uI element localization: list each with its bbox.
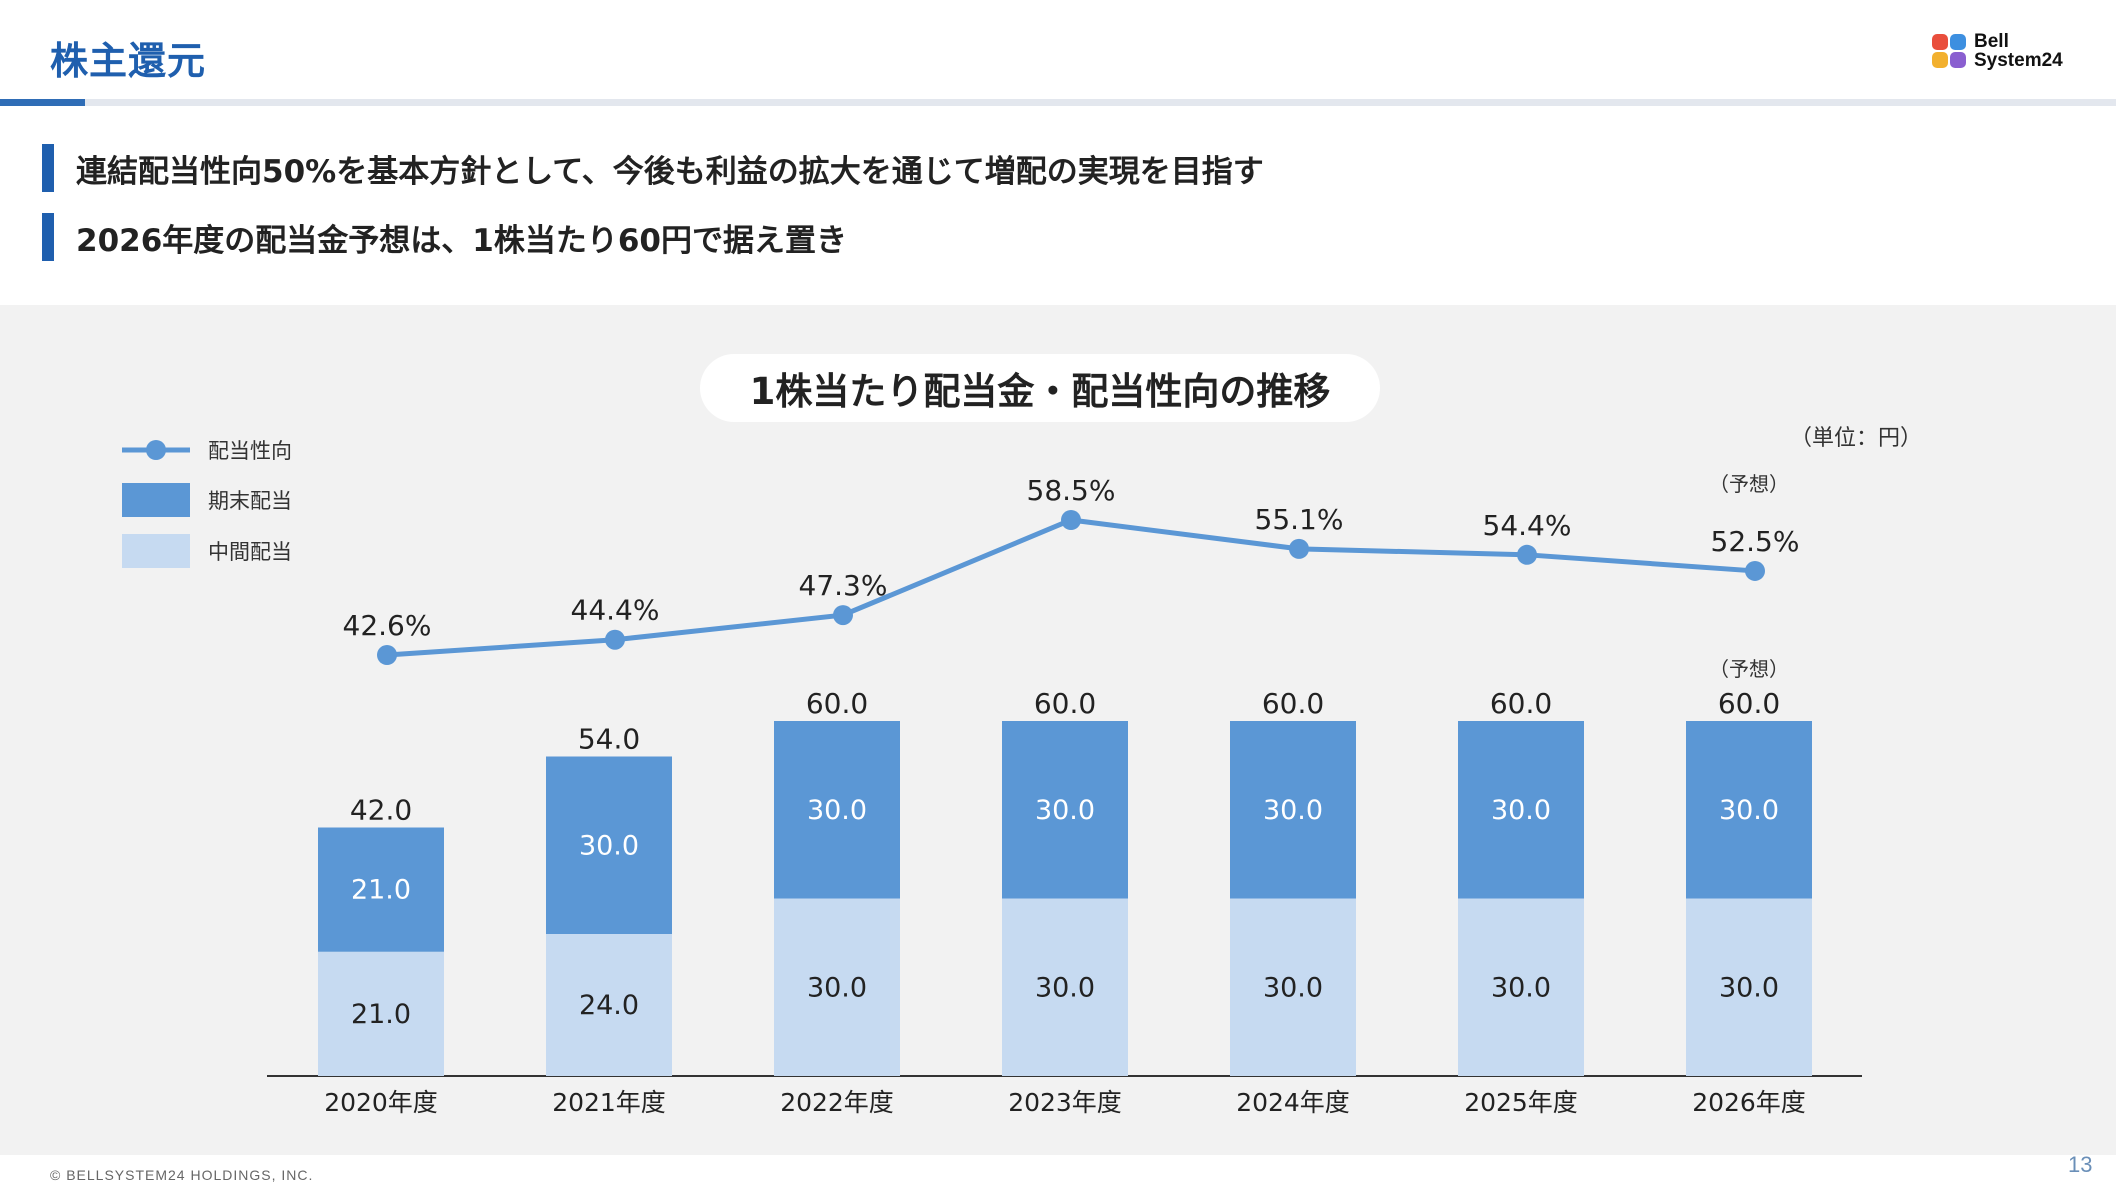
page-title: 株主還元 <box>50 39 207 83</box>
bullet-marker <box>42 144 54 192</box>
payout-ratio-point <box>833 605 853 626</box>
legend-swatch <box>122 534 190 568</box>
copyright: © BELLSYSTEM24 HOLDINGS, INC. <box>50 1167 314 1183</box>
payout-ratio-label: 55.1% <box>1255 503 1344 536</box>
bar-year-end <box>1686 721 1812 899</box>
legend-item-payout-ratio: 配当性向 <box>122 432 342 468</box>
bar-value-label: 24.0 <box>579 990 639 1021</box>
bar-value-label: 30.0 <box>1263 972 1323 1003</box>
bullet-text: 連結配当性向50%を基本方針として、今後も利益の拡大を通じて増配の実現を目指す <box>76 153 1264 190</box>
payout-ratio-label: 54.4% <box>1483 509 1572 542</box>
bullet-point-2: 2026年度の配当金予想は、1株当たり60円で据え置き <box>42 213 847 261</box>
bar-interim <box>546 934 672 1076</box>
logo-text-line2: System24 <box>1974 50 2063 71</box>
bar-interim <box>1002 898 1128 1076</box>
bar-year-end <box>546 756 672 934</box>
x-tick-label: 2021年度 <box>552 1088 666 1117</box>
payout-ratio-label: 52.5% <box>1711 525 1800 558</box>
bar-total-label: 60.0 <box>1490 687 1552 720</box>
bullet-point-1: 連結配当性向50%を基本方針として、今後も利益の拡大を通じて増配の実現を目指す <box>42 144 1264 192</box>
bar-year-end <box>1230 721 1356 899</box>
forecast-note: （予想） <box>1709 472 1789 496</box>
legend-item-year-end: 期末配当 <box>122 482 342 518</box>
payout-ratio-point <box>605 629 625 650</box>
x-tick-label: 2020年度 <box>324 1088 438 1117</box>
header-divider <box>0 99 2116 106</box>
bullet-text: 2026年度の配当金予想は、1株当たり60円で据え置き <box>76 222 847 259</box>
bar-year-end <box>1458 721 1584 899</box>
bar-value-label: 30.0 <box>1035 972 1095 1003</box>
legend-item-interim: 中間配当 <box>122 533 342 569</box>
bar-total-label: 60.0 <box>806 687 868 720</box>
bar-value-label: 30.0 <box>579 830 639 861</box>
bar-total-label: 54.0 <box>578 723 640 756</box>
payout-ratio-point <box>1517 544 1537 565</box>
legend-label: 期末配当 <box>208 489 292 513</box>
bar-value-label: 30.0 <box>807 795 867 826</box>
x-tick-label: 2022年度 <box>780 1088 894 1117</box>
bar-year-end <box>774 721 900 899</box>
line-marker-icon <box>122 440 190 460</box>
legend-label: 中間配当 <box>208 540 292 564</box>
bar-value-label: 21.0 <box>351 875 411 906</box>
payout-ratio-point <box>377 645 397 665</box>
payout-ratio-label: 58.5% <box>1027 474 1116 507</box>
company-logo: Bell System24 <box>1932 32 2072 72</box>
x-tick-label: 2023年度 <box>1008 1088 1122 1117</box>
bar-value-label: 30.0 <box>1719 972 1779 1003</box>
bar-total-label: 42.0 <box>350 794 412 827</box>
x-tick-label: 2025年度 <box>1464 1088 1578 1117</box>
bar-interim <box>1230 898 1356 1076</box>
forecast-note: （予想） <box>1709 657 1789 681</box>
bar-total-label: 60.0 <box>1718 687 1780 720</box>
bar-total-label: 60.0 <box>1262 687 1324 720</box>
logo-text: Bell System24 <box>1974 32 2063 70</box>
bar-interim <box>1686 898 1812 1076</box>
chart-title: 1株当たり配当金・配当性向の推移 <box>700 354 1380 422</box>
bar-value-label: 30.0 <box>1491 972 1551 1003</box>
bar-value-label: 30.0 <box>1491 795 1551 826</box>
payout-ratio-point <box>1061 510 1081 530</box>
payout-ratio-label: 44.4% <box>571 594 660 627</box>
payout-ratio-point <box>1289 538 1309 559</box>
x-tick-label: 2024年度 <box>1236 1088 1350 1117</box>
bar-interim <box>1458 898 1584 1076</box>
bar-value-label: 21.0 <box>351 999 411 1030</box>
header-divider-accent <box>0 99 85 106</box>
bar-interim <box>318 951 444 1076</box>
bar-interim <box>774 898 900 1076</box>
payout-ratio-label: 47.3% <box>799 569 888 602</box>
payout-ratio-label: 42.6% <box>343 609 432 642</box>
bar-value-label: 30.0 <box>1263 795 1323 826</box>
x-tick-label: 2026年度 <box>1692 1088 1806 1117</box>
bar-value-label: 30.0 <box>1719 795 1779 826</box>
bar-value-label: 30.0 <box>1035 795 1095 826</box>
bullet-marker <box>42 213 54 261</box>
payout-ratio-point <box>1745 560 1765 581</box>
unit-label: （単位：円） <box>1790 426 1923 451</box>
legend-swatch <box>122 483 190 517</box>
bar-year-end <box>318 827 444 952</box>
logo-text-line1: Bell <box>1974 31 2009 52</box>
bar-value-label: 30.0 <box>807 972 867 1003</box>
bar-year-end <box>1002 721 1128 899</box>
legend-label: 配当性向 <box>208 439 292 463</box>
page-number: 13 <box>2068 1152 2093 1177</box>
bar-total-label: 60.0 <box>1034 687 1096 720</box>
logo-mark-icon <box>1932 34 1968 70</box>
